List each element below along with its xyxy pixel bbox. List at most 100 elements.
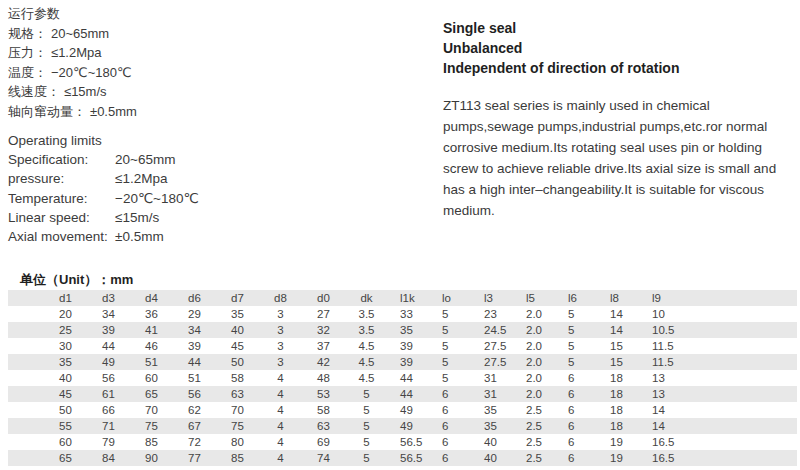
table-cell-d6: 51 [173, 370, 216, 386]
table-cell-d6: 62 [173, 402, 216, 418]
table-cell-d7: 80 [216, 434, 259, 450]
table-cell-l9: 11.5 [640, 338, 682, 354]
column-header-d1: d1 [44, 290, 87, 306]
table-cell-l1k: 35 [388, 322, 430, 338]
row-indent-spacer [8, 306, 44, 322]
cn-param-temperature: 温度：−20℃~180℃ [8, 63, 137, 83]
limit-label: Linear speed: [8, 208, 115, 227]
row-filler [682, 386, 797, 402]
table-cell-lo: 6 [430, 450, 472, 466]
row-filler [682, 322, 797, 338]
table-cell-d8: 4 [259, 370, 302, 386]
column-header-d0: d0 [302, 290, 345, 306]
limit-label: Temperature: [8, 189, 115, 208]
table-cell-dk: 3.5 [345, 306, 388, 322]
table-cell-d0: 32 [302, 322, 345, 338]
table-cell-d7: 85 [216, 450, 259, 466]
table-cell-d3: 71 [87, 418, 130, 434]
cn-param-value: ≤1.2Mpa [51, 45, 102, 60]
table-cell-d6: 77 [173, 450, 216, 466]
table-cell-d4: 46 [130, 338, 173, 354]
table-cell-l6: 6 [556, 402, 598, 418]
table-cell-l8: 15 [598, 354, 640, 370]
table-cell-lo: 6 [430, 402, 472, 418]
table-cell-d3: 49 [87, 354, 130, 370]
table-cell-l6: 6 [556, 370, 598, 386]
cn-param-value: ±0.5mm [90, 104, 137, 119]
table-cell-l3: 27.5 [472, 338, 514, 354]
table-row: 40566051584484.5445312.061813 [8, 370, 797, 386]
table-cell-d6: 34 [173, 322, 216, 338]
cn-param-linear-speed: 线速度：≤15m/s [8, 82, 137, 102]
table-cell-l9: 10.5 [640, 322, 682, 338]
cn-param-label: 压力： [8, 45, 47, 60]
table-cell-d1: 50 [44, 402, 87, 418]
table-cell-d1: 45 [44, 386, 87, 402]
limit-value: 20~65mm [115, 152, 175, 167]
table-cell-d3: 39 [87, 322, 130, 338]
table-cell-d4: 90 [130, 450, 173, 466]
table-cell-l5: 2.5 [514, 418, 556, 434]
table-cell-d1: 60 [44, 434, 87, 450]
table-cell-l9: 10 [640, 306, 682, 322]
limit-value: ≤1.2Mpa [115, 171, 167, 186]
limit-label: pressure: [8, 169, 115, 188]
table-cell-l9: 16.5 [640, 434, 682, 450]
row-indent-spacer [8, 402, 44, 418]
table-cell-l9: 13 [640, 386, 682, 402]
table-cell-l1k: 33 [388, 306, 430, 322]
table-cell-l5: 2.5 [514, 434, 556, 450]
table-cell-lo: 5 [430, 306, 472, 322]
table-cell-l6: 6 [556, 386, 598, 402]
table-cell-d0: 27 [302, 306, 345, 322]
table-cell-d1: 35 [44, 354, 87, 370]
table-cell-d3: 79 [87, 434, 130, 450]
table-cell-l6: 5 [556, 354, 598, 370]
table-cell-d4: 75 [130, 418, 173, 434]
table-cell-d8: 3 [259, 354, 302, 370]
table-cell-l8: 18 [598, 370, 640, 386]
table-cell-l5: 2.0 [514, 386, 556, 402]
table-cell-dk: 5 [345, 450, 388, 466]
row-filler [682, 402, 797, 418]
table-cell-d3: 34 [87, 306, 130, 322]
table-row: 6079857280469556.56402.561916.5 [8, 434, 797, 450]
table-cell-d3: 56 [87, 370, 130, 386]
table-cell-dk: 5 [345, 402, 388, 418]
cn-param-label: 线速度： [8, 84, 60, 99]
feature-single-seal: Single seal [443, 18, 795, 38]
table-cell-lo: 6 [430, 418, 472, 434]
table-cell-d8: 4 [259, 450, 302, 466]
row-filler [682, 450, 797, 466]
table-cell-l6: 5 [556, 322, 598, 338]
table-cell-d8: 4 [259, 386, 302, 402]
table-cell-d6: 72 [173, 434, 216, 450]
table-cell-d0: 53 [302, 386, 345, 402]
feature-unbalanced: Unbalanced [443, 38, 795, 58]
cn-param-value: 20~65mm [51, 26, 109, 41]
table-row: 20343629353273.5335232.051410 [8, 306, 797, 322]
table-row: 35495144503424.539527.52.051511.5 [8, 354, 797, 370]
table-cell-l1k: 44 [388, 370, 430, 386]
table-cell-d0: 37 [302, 338, 345, 354]
table-cell-d7: 63 [216, 386, 259, 402]
table-cell-l9: 13 [640, 370, 682, 386]
table-cell-l8: 14 [598, 322, 640, 338]
table-cell-d8: 3 [259, 322, 302, 338]
table-cell-d7: 50 [216, 354, 259, 370]
limit-label: Axial movement: [8, 227, 115, 246]
table-cell-d4: 41 [130, 322, 173, 338]
table-cell-d4: 36 [130, 306, 173, 322]
table-cell-d8: 4 [259, 402, 302, 418]
cn-param-value: −20℃~180℃ [51, 65, 132, 80]
table-cell-l3: 24.5 [472, 322, 514, 338]
limit-pressure: pressure:≤1.2Mpa [8, 169, 199, 188]
table-cell-d1: 30 [44, 338, 87, 354]
table-cell-l8: 19 [598, 450, 640, 466]
table-cell-d3: 61 [87, 386, 130, 402]
feature-rotation-independent: Independent of direction of rotation [443, 58, 795, 78]
table-cell-lo: 5 [430, 370, 472, 386]
table-cell-dk: 4.5 [345, 354, 388, 370]
limit-specification: Specification:20~65mm [8, 150, 199, 169]
series-description: ZT113 seal series is mainly used in chem… [443, 95, 795, 221]
